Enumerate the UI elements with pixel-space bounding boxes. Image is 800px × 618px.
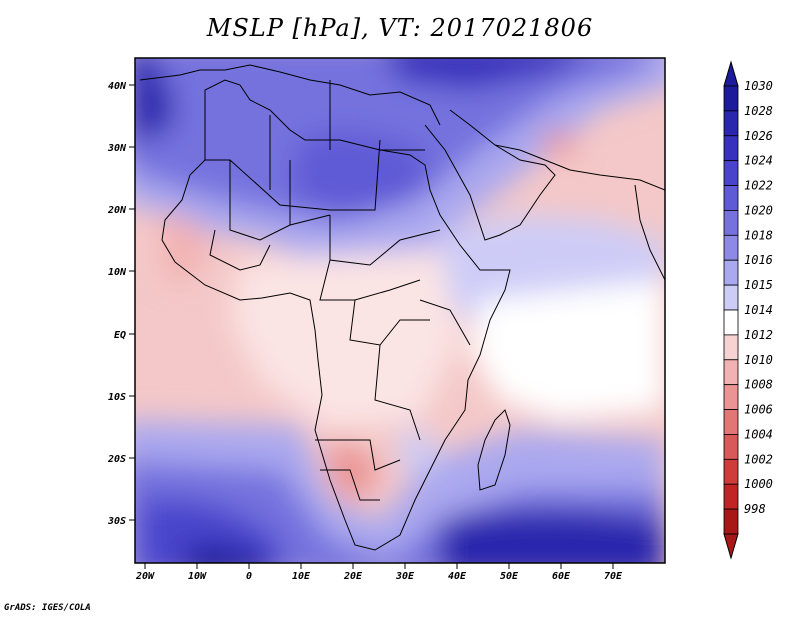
colorbar-label: 1016 bbox=[744, 253, 773, 267]
colorbar-swatch bbox=[723, 85, 739, 112]
colorbar-label: 1028 bbox=[744, 104, 773, 118]
colorbar-swatch bbox=[723, 160, 739, 186]
colorbar-swatch bbox=[723, 384, 739, 410]
map-frame bbox=[134, 57, 666, 564]
colorbar-swatch bbox=[723, 483, 739, 510]
colorbar-swatch bbox=[723, 135, 739, 162]
lat-label-30s: 30S bbox=[107, 516, 126, 527]
colorbar-swatch bbox=[723, 309, 739, 336]
colorbar-label: 1022 bbox=[744, 179, 773, 193]
colorbar-label: 1014 bbox=[744, 303, 773, 317]
lat-label-10s: 10S bbox=[108, 392, 126, 403]
colorbar-label: 1026 bbox=[744, 129, 773, 143]
pressure-field bbox=[135, 58, 665, 563]
colorbar-label: 1024 bbox=[744, 154, 773, 168]
colorbar-bottom-arrow bbox=[723, 533, 739, 560]
colorbar-swatch bbox=[723, 234, 739, 261]
lat-label-10n: 10N bbox=[108, 267, 127, 278]
colorbar-swatch bbox=[723, 284, 739, 311]
lat-label-eq: EQ bbox=[114, 330, 126, 341]
lon-label-0: 0 bbox=[246, 571, 252, 582]
colorbar-label: 1030 bbox=[744, 79, 773, 93]
colorbar-swatch bbox=[723, 210, 739, 236]
latitude-axis: 40N 30N 20N 10N EQ 10S 20S 30S bbox=[107, 81, 135, 527]
lon-label-30e: 30E bbox=[395, 571, 415, 582]
colorbar-swatch bbox=[723, 359, 739, 386]
colorbar-label: 1006 bbox=[744, 403, 773, 417]
colorbar-label: 1018 bbox=[744, 228, 773, 242]
colorbar-label: 1008 bbox=[744, 378, 773, 392]
lon-label-60e: 60E bbox=[552, 571, 571, 582]
lon-label-70e: 70E bbox=[604, 571, 623, 582]
lon-label-10e: 10E bbox=[292, 571, 311, 582]
colorbar-label: 1010 bbox=[744, 353, 773, 367]
coastlines bbox=[139, 64, 665, 551]
lon-label-20e: 20E bbox=[343, 571, 363, 582]
colorbar: 1030 1028 1026 1024 1022 1020 1018 1016 1015 1014… bbox=[723, 60, 773, 560]
lon-label-10w: 10W bbox=[188, 571, 207, 582]
colorbar-swatch bbox=[723, 434, 739, 460]
colorbar-swatch bbox=[723, 409, 739, 435]
lon-label-40e: 40E bbox=[448, 571, 467, 582]
colorbar-label: 1000 bbox=[744, 477, 773, 491]
lat-label-40n: 40N bbox=[108, 81, 127, 92]
lat-label-20s: 20S bbox=[107, 454, 126, 465]
colorbar-swatch bbox=[723, 458, 739, 485]
colorbar-label: 1002 bbox=[744, 452, 773, 466]
colorbar-swatch bbox=[723, 259, 739, 286]
colorbar-swatch bbox=[723, 334, 739, 361]
longitude-axis: 20W 10W 0 10E 20E 30E 40E 50E 60E 70E bbox=[135, 563, 623, 582]
lon-label-20w: 20W bbox=[135, 571, 155, 582]
map-title: MSLP [hPa], VT: 2017021806 bbox=[206, 14, 594, 42]
colorbar-swatch bbox=[723, 508, 739, 535]
lat-label-20n: 20N bbox=[107, 205, 127, 216]
colorbar-swatch bbox=[723, 185, 739, 211]
colorbar-label: 1015 bbox=[744, 278, 773, 292]
lat-label-30n: 30N bbox=[107, 143, 127, 154]
colorbar-label: 998 bbox=[744, 502, 766, 516]
footer-credit: GrADS: IGES/COLA bbox=[4, 603, 91, 613]
colorbar-label: 1004 bbox=[744, 427, 773, 441]
lon-label-50e: 50E bbox=[500, 571, 519, 582]
colorbar-label: 1012 bbox=[744, 328, 773, 342]
colorbar-swatch bbox=[723, 110, 739, 137]
colorbar-label: 1020 bbox=[744, 203, 773, 217]
colorbar-top-arrow bbox=[723, 60, 739, 87]
